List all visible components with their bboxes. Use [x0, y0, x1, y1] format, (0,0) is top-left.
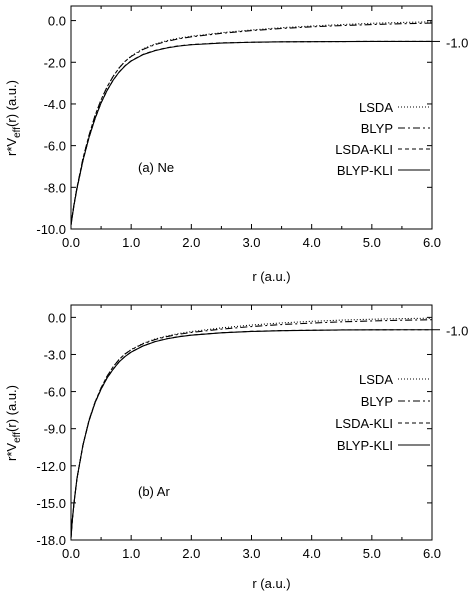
x-tick-label: 6.0	[423, 546, 441, 561]
y-tick-label: -9.0	[44, 422, 66, 437]
y-tick-label: -3.0	[44, 347, 66, 362]
y-tick-label: 0.0	[48, 310, 66, 325]
panel-label: (a) Ne	[138, 160, 174, 175]
series-line-blyp-kli	[70, 329, 432, 538]
legend-label-blyp-kli: BLYP-KLI	[337, 438, 393, 453]
y-tick-label: -18.0	[36, 533, 66, 548]
x-axis-label: r (a.u.)	[252, 269, 290, 284]
y-axis-label: r*Veff(r) (a.u.)	[4, 385, 23, 461]
legend-label-lsda-kli: LSDA-KLI	[335, 416, 393, 431]
series-line-blyp-kli	[70, 40, 432, 225]
y-tick-label: -12.0	[36, 459, 66, 474]
series-line-blyp	[70, 319, 433, 538]
panel-label: (b) Ar	[138, 484, 170, 499]
legend-label-lsda-kli: LSDA-KLI	[335, 142, 393, 157]
x-tick-label: 1.0	[122, 546, 140, 561]
legend-label-blyp: BLYP	[361, 121, 393, 136]
series-line-lsda	[70, 317, 433, 538]
y-tick-label: -2.0	[44, 55, 66, 70]
panel-ne: 0.0 1.0 2.0 3.0 4.0 5.0 6.0 0.0 -2.0 -4.0 -6.0 -8.0…	[4, 5, 468, 284]
y-tick-label: 0.0	[48, 14, 66, 29]
right-annotation-label: -1.0	[446, 324, 468, 339]
y-tick-label: -4.0	[44, 97, 66, 112]
legend-label-lsda: LSDA	[359, 100, 393, 115]
x-tick-label: 4.0	[303, 235, 321, 250]
series-line-lsda-kli	[70, 329, 432, 538]
x-tick-label: 1.0	[122, 235, 140, 250]
y-tick-label: -15.0	[36, 496, 66, 511]
x-tick-label: 5.0	[363, 546, 381, 561]
x-tick-label: 0.0	[62, 235, 80, 250]
x-axis-label: r (a.u.)	[252, 576, 290, 591]
x-tick-label: 6.0	[423, 235, 441, 250]
x-tick-label: 4.0	[303, 546, 321, 561]
x-tick-label: 2.0	[182, 546, 200, 561]
y-tick-label: -8.0	[44, 180, 66, 195]
y-tick-label: -10.0	[36, 222, 66, 237]
series-line-blyp	[70, 22, 433, 225]
right-annotation-label: -1.0	[446, 35, 468, 50]
legend-label-lsda: LSDA	[359, 372, 393, 387]
x-tick-label: 3.0	[242, 546, 260, 561]
plot-frame	[70, 5, 433, 230]
panel-ar: 0.0 1.0 2.0 3.0 4.0 5.0 6.0 0.0 -3.0 -6.0 -9.0 -12.…	[4, 304, 468, 591]
x-tick-label: 2.0	[182, 235, 200, 250]
legend-label-blyp-kli: BLYP-KLI	[337, 163, 393, 178]
legend-label-blyp: BLYP	[361, 394, 393, 409]
x-tick-label: 3.0	[242, 235, 260, 250]
y-tick-label: -6.0	[44, 385, 66, 400]
x-tick-label: 0.0	[62, 546, 80, 561]
y-axis-label: r*Veff(r) (a.u.)	[4, 80, 23, 156]
y-tick-label: -6.0	[44, 139, 66, 154]
x-tick-label: 5.0	[363, 235, 381, 250]
